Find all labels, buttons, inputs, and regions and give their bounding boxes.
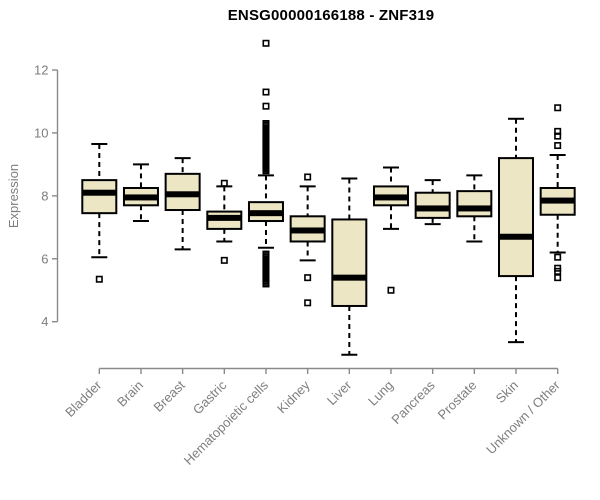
iqr-box bbox=[456, 190, 493, 218]
iqr-box bbox=[81, 179, 118, 215]
median-line bbox=[207, 214, 242, 221]
median-line bbox=[165, 191, 200, 198]
boxplot-liver bbox=[331, 177, 368, 356]
x-tick-label: Kidney bbox=[274, 377, 313, 416]
outlier-point bbox=[304, 173, 312, 181]
outlier-point bbox=[220, 256, 228, 264]
outlier-point bbox=[304, 299, 312, 307]
outlier-point bbox=[554, 267, 562, 275]
x-tick-label: Brain bbox=[114, 378, 146, 410]
boxplot-bladder bbox=[81, 142, 118, 283]
y-tick-label: 12 bbox=[34, 63, 48, 78]
iqr-box bbox=[414, 191, 451, 219]
x-tick-label: Gastric bbox=[190, 377, 230, 417]
outlier-point bbox=[554, 274, 562, 282]
median-line bbox=[499, 233, 533, 240]
x-tick-label: Bladder bbox=[62, 377, 105, 420]
iqr-box bbox=[331, 218, 368, 307]
median-line bbox=[457, 205, 492, 212]
median-line bbox=[540, 197, 575, 204]
boxplot-lung bbox=[372, 166, 409, 294]
x-tick-label: Pancreas bbox=[388, 377, 438, 427]
outlier-point bbox=[387, 286, 395, 294]
outlier-point bbox=[554, 142, 562, 150]
outlier-point bbox=[262, 280, 270, 288]
outlier-point bbox=[304, 274, 312, 282]
x-tick-label: Breast bbox=[151, 377, 188, 414]
x-tick-label: Liver bbox=[324, 377, 355, 408]
outlier-point bbox=[262, 88, 270, 96]
boxplot-skin bbox=[498, 117, 534, 344]
boxplot-pancreas bbox=[414, 179, 451, 226]
x-tick-label: Prostate bbox=[435, 378, 480, 423]
y-tick-label: 8 bbox=[41, 188, 48, 203]
outlier-point bbox=[554, 132, 562, 140]
boxplot-kidney bbox=[289, 173, 326, 307]
y-tick-label: 6 bbox=[41, 251, 48, 266]
y-tick-label: 4 bbox=[41, 314, 48, 329]
outlier-point bbox=[262, 102, 270, 110]
chart-title: ENSG00000166188 - ZNF319 bbox=[227, 7, 435, 24]
median-line bbox=[290, 227, 325, 234]
median-line bbox=[332, 274, 367, 281]
iqr-box bbox=[498, 157, 534, 278]
outlier-point bbox=[95, 275, 103, 283]
median-line bbox=[248, 210, 283, 217]
y-tick-label: 10 bbox=[34, 125, 48, 140]
outlier-point bbox=[554, 104, 562, 112]
outlier-point bbox=[262, 39, 270, 47]
outlier-point bbox=[262, 167, 270, 175]
boxplot-brain bbox=[122, 163, 159, 223]
x-tick-label: Lung bbox=[365, 378, 396, 409]
median-line bbox=[415, 205, 450, 212]
boxplot-prostate bbox=[456, 174, 493, 243]
y-axis: 4 6 8 10 12 bbox=[34, 63, 59, 329]
boxplot-gastric bbox=[206, 179, 243, 264]
median-line bbox=[123, 194, 158, 201]
median-line bbox=[82, 189, 117, 196]
boxplot-unknown-other bbox=[539, 104, 576, 282]
x-tick-label: Unknown / Other bbox=[483, 377, 563, 457]
outlier-point bbox=[220, 179, 228, 187]
boxplot-breast bbox=[164, 157, 201, 251]
x-tick-label: Skin bbox=[493, 378, 521, 406]
boxplot-hematopoietic-cells bbox=[247, 39, 284, 288]
outlier-point bbox=[554, 253, 562, 261]
median-line bbox=[373, 194, 408, 201]
